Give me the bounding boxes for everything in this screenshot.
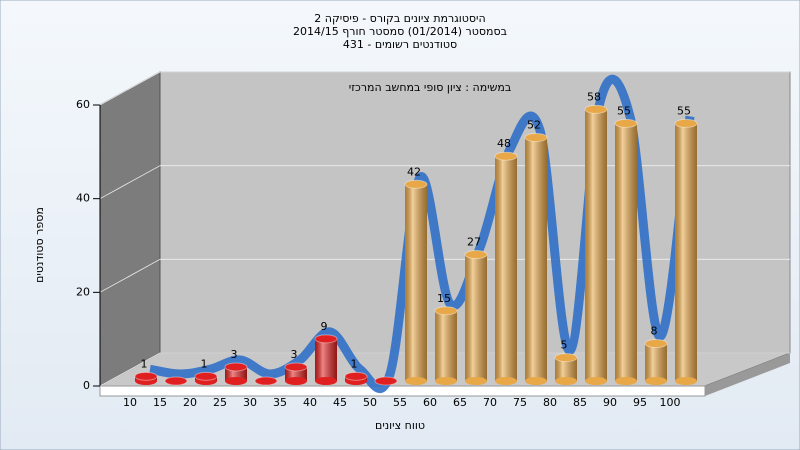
bar-shade	[675, 123, 697, 382]
bar-shade	[495, 156, 517, 381]
grid-line	[99, 165, 161, 200]
bar-top	[524, 132, 548, 142]
bar-top	[284, 362, 308, 372]
bar-shade	[465, 254, 487, 381]
data-label: 1	[201, 357, 208, 370]
bar-top	[344, 371, 368, 381]
bar-shade	[555, 357, 577, 381]
data-label: 8	[651, 325, 658, 338]
y-tick-label: 20	[76, 285, 90, 298]
data-label: 42	[407, 165, 421, 178]
x-tick-label: 95	[633, 396, 647, 409]
bar-top	[374, 376, 398, 386]
bar-top	[614, 118, 638, 128]
annotation: במשימה : ציון סופי במחשב המרכזי	[349, 81, 512, 94]
y-tick-label: 60	[76, 98, 90, 111]
y-axis-label: מספר סטודנטים	[33, 207, 46, 283]
bar-shade	[645, 343, 667, 381]
bar-top	[644, 339, 668, 349]
bar-shade	[405, 184, 427, 381]
bar-top	[134, 371, 158, 381]
bar-bottom	[465, 377, 487, 385]
data-label: 55	[677, 104, 691, 117]
bar-top	[584, 104, 608, 114]
x-tick-label: 80	[543, 396, 557, 409]
floor-edge-side	[705, 353, 790, 396]
grid-line	[99, 258, 161, 293]
bar-bottom	[675, 377, 697, 385]
bar-top	[674, 118, 698, 128]
ribbon-line	[149, 74, 695, 394]
bar-shade	[525, 137, 547, 381]
bar-top	[314, 334, 338, 344]
x-tick-label: 30	[243, 396, 257, 409]
bar-bottom	[615, 377, 637, 385]
y-tick-label: 0	[83, 379, 90, 392]
floor-edge	[99, 385, 706, 397]
bar-bottom	[525, 377, 547, 385]
x-tick-label: 90	[603, 396, 617, 409]
bar-top	[194, 371, 218, 381]
bar-top	[434, 306, 458, 316]
chart-subtitle: בסמסטר (01/2014) סמסטר חורף 2014/15	[293, 25, 507, 38]
data-label: 27	[467, 236, 481, 249]
bar-bottom	[555, 377, 577, 385]
bar-bottom	[645, 377, 667, 385]
data-label: 9	[321, 320, 328, 333]
bar-bottom	[495, 377, 517, 385]
x-tick-label: 35	[273, 396, 287, 409]
bar-top	[254, 376, 278, 386]
x-tick-label: 75	[513, 396, 527, 409]
y-tick-label: 40	[76, 192, 90, 205]
x-tick-label: 15	[153, 396, 167, 409]
x-tick-label: 45	[333, 396, 347, 409]
bar-bottom	[585, 377, 607, 385]
data-label: 1	[351, 357, 358, 370]
x-tick-label: 85	[573, 396, 587, 409]
bar-bottom	[225, 377, 247, 385]
bar-top	[404, 179, 428, 189]
bar-top	[164, 376, 188, 386]
bar-shade	[285, 366, 307, 381]
grid-line	[99, 71, 161, 106]
data-label: 3	[291, 348, 298, 361]
bar-shade	[585, 109, 607, 381]
x-tick-label: 50	[363, 396, 377, 409]
bar-bottom	[285, 377, 307, 385]
bar-top	[464, 250, 488, 260]
bar-bottom	[405, 377, 427, 385]
bar-shade	[615, 123, 637, 382]
x-tick-label: 25	[213, 396, 227, 409]
data-label: 3	[231, 348, 238, 361]
x-tick-label: 70	[483, 396, 497, 409]
x-tick-label: 40	[303, 396, 317, 409]
x-axis-label: טווח ציונים	[375, 419, 425, 432]
x-tick-label: 60	[423, 396, 437, 409]
data-label: 55	[617, 104, 631, 117]
data-label: 5	[561, 339, 568, 352]
bar-top	[494, 151, 518, 161]
x-tick-label: 10	[123, 396, 137, 409]
bar-top	[554, 353, 578, 363]
x-tick-label: 65	[453, 396, 467, 409]
bar-bottom	[435, 377, 457, 385]
bar-shade	[315, 338, 337, 381]
x-tick-label: 100	[660, 396, 681, 409]
x-tick-label: 20	[183, 396, 197, 409]
bar-top	[224, 362, 248, 372]
x-tick-label: 55	[393, 396, 407, 409]
side-wall	[99, 71, 161, 387]
bar-shade	[225, 366, 247, 381]
chart-title: היסטוגרמת ציונים בקורס - פיסיקה 2	[314, 12, 485, 25]
chart-subtitle: 431 - סטודנטים רשומים	[343, 38, 457, 51]
bar-shade	[435, 310, 457, 381]
data-label: 15	[437, 292, 451, 305]
data-label: 58	[587, 90, 601, 103]
bar-bottom	[315, 377, 337, 385]
data-label: 48	[497, 137, 511, 150]
data-label: 1	[141, 357, 148, 370]
grid-line	[99, 352, 161, 387]
data-label: 52	[527, 118, 541, 131]
